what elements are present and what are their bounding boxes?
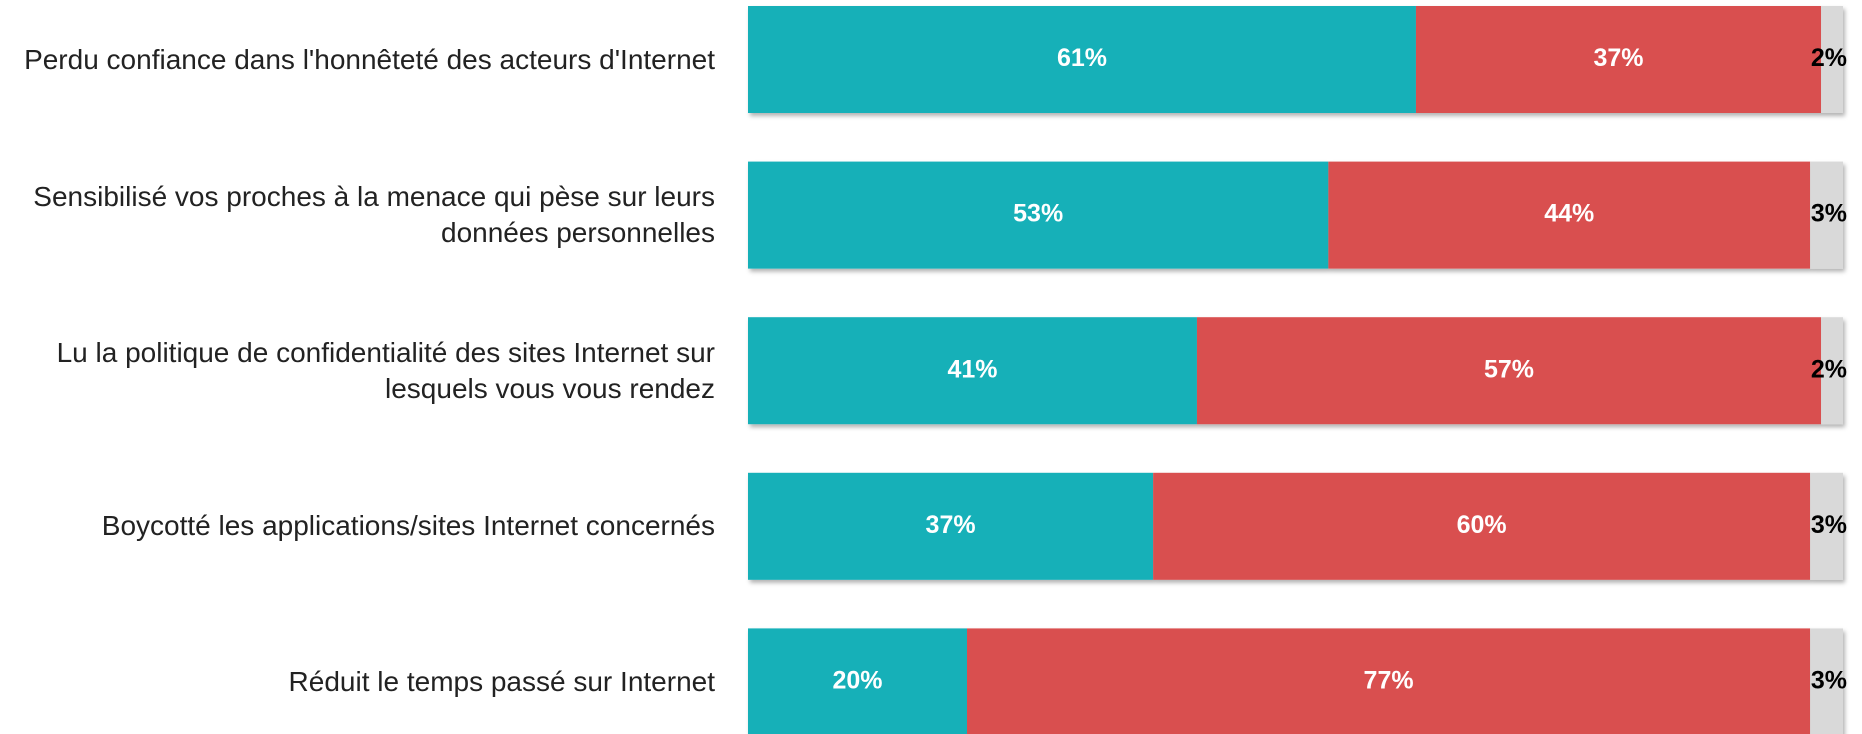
category-label: Sensibilisé vos proches à la menace qui … xyxy=(33,181,715,249)
value-label: 37% xyxy=(926,511,976,539)
bar-segment xyxy=(1328,161,1811,269)
value-label: 61% xyxy=(1057,44,1107,72)
bar-segment xyxy=(1810,161,1843,269)
category-label: Réduit le temps passé sur Internet xyxy=(288,665,715,697)
bar-segment xyxy=(1415,6,1822,113)
bar-row xyxy=(748,317,1843,425)
value-label: 3% xyxy=(1811,511,1847,539)
bar-segment xyxy=(748,317,1197,425)
bar-segment xyxy=(1821,317,1843,425)
value-label: 57% xyxy=(1484,355,1534,383)
value-label: 41% xyxy=(947,355,997,383)
value-label: 2% xyxy=(1811,355,1847,383)
value-label: 3% xyxy=(1811,200,1847,228)
bar-segment xyxy=(1153,472,1811,580)
value-label: 77% xyxy=(1364,667,1414,695)
bar-segment xyxy=(748,6,1416,113)
bar-segment xyxy=(1196,317,1822,425)
bar-segment xyxy=(1810,628,1843,734)
value-label: 37% xyxy=(1594,44,1644,72)
value-label: 2% xyxy=(1811,44,1847,72)
bar-segment xyxy=(1810,472,1843,580)
bar-row xyxy=(748,161,1843,269)
bar-segment xyxy=(748,628,967,734)
value-label: 53% xyxy=(1013,200,1063,228)
value-label: 20% xyxy=(832,667,882,695)
bar-row xyxy=(748,6,1843,113)
bar-segment xyxy=(748,161,1329,269)
category-label: Lu la politique de confidentialité des s… xyxy=(56,336,715,404)
bar-segment xyxy=(748,472,1154,580)
bar-row xyxy=(748,472,1843,580)
bar-segment xyxy=(1821,6,1843,113)
category-label: Perdu confiance dans l'honnêteté des act… xyxy=(24,43,715,75)
category-label: Boycotté les applications/sites Internet… xyxy=(101,510,715,542)
bar-row xyxy=(748,628,1843,734)
bar-segment xyxy=(967,628,1811,734)
value-label: 3% xyxy=(1811,667,1847,695)
value-label: 44% xyxy=(1544,200,1594,228)
value-label: 60% xyxy=(1457,511,1507,539)
